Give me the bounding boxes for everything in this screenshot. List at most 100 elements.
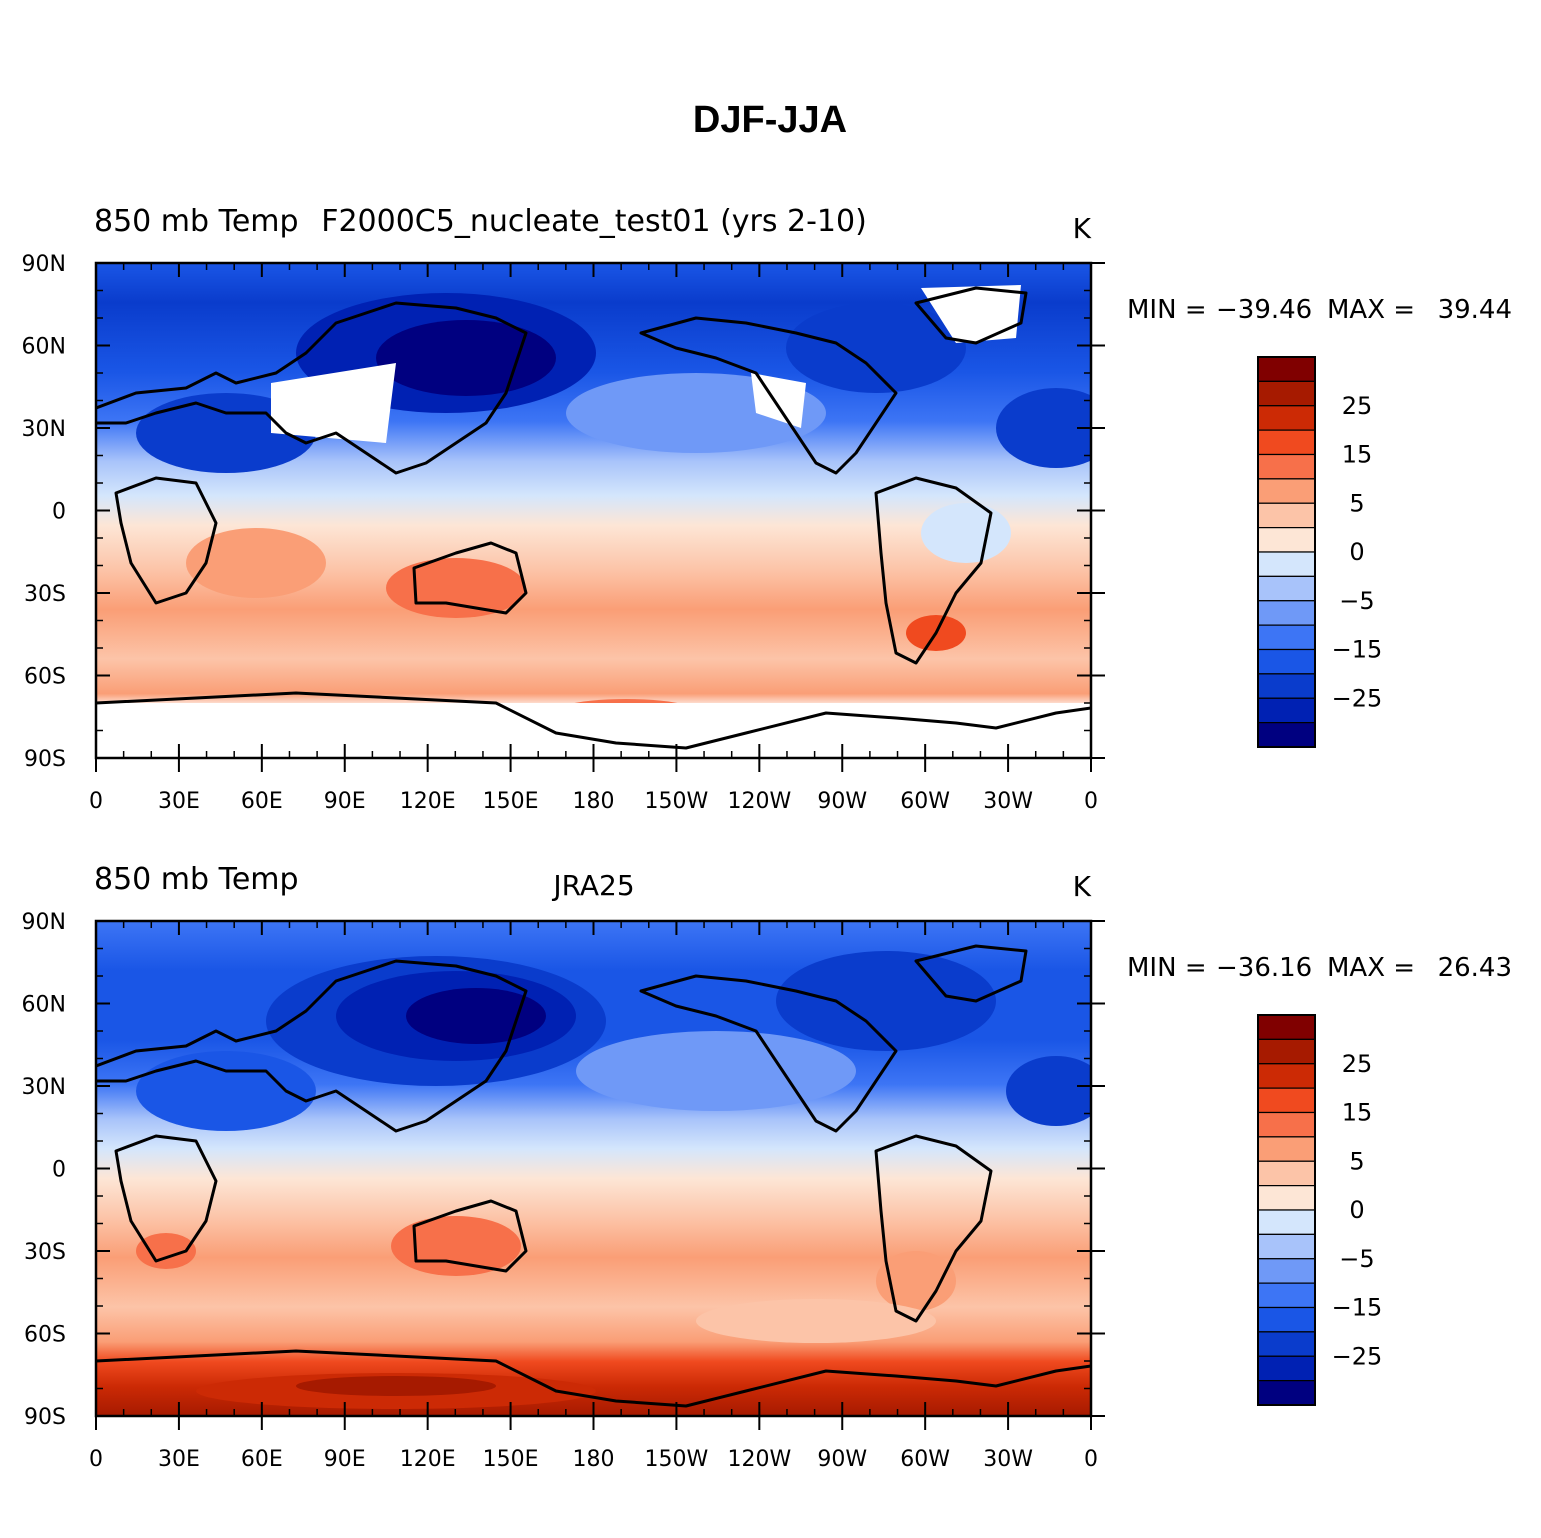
lat-tick-label: 30S <box>24 1240 66 1265</box>
lon-tick-label: 150W <box>645 789 709 814</box>
colorbar-swatch <box>1257 502 1316 529</box>
lon-tick-label: 150W <box>645 1447 709 1472</box>
lat-tick-label: 60S <box>24 665 66 690</box>
colorbar-swatch <box>1257 405 1316 431</box>
colorbar-swatch <box>1257 1014 1316 1040</box>
stats-line: MIN = −36.16 MAX = 26.43 <box>1127 953 1512 983</box>
colorbar-swatch <box>1257 673 1316 699</box>
colorbar-swatch <box>1257 1233 1316 1260</box>
panel-left-title: 850 mb Temp <box>94 204 299 239</box>
lon-tick-label: 120W <box>727 789 791 814</box>
lon-tick-label: 0 <box>89 1447 103 1472</box>
colorbar-label: −5 <box>1339 1245 1374 1273</box>
colorbar-swatch <box>1257 575 1316 602</box>
lat-tick-label: 0 <box>52 1158 66 1183</box>
lat-tick-label: 30N <box>22 1075 66 1100</box>
lon-tick-label: 30E <box>158 789 200 814</box>
lat-tick-label: 90N <box>22 252 66 277</box>
min-value: −39.46 <box>1216 295 1312 325</box>
max-label: MAX = <box>1327 953 1415 983</box>
lat-tick-label: 0 <box>52 500 66 525</box>
colorbar-frame <box>1257 356 1316 748</box>
colorbar-label: 15 <box>1342 1099 1373 1127</box>
colorbar-label: 25 <box>1342 392 1373 420</box>
lat-axis: 90N 60N 30N 0 30S 60S 90S <box>22 910 1105 1430</box>
lon-tick-label: 60E <box>241 1447 283 1472</box>
min-value: −36.16 <box>1216 953 1312 983</box>
colorbar-swatch <box>1257 551 1316 577</box>
lon-tick-label: 30E <box>158 1447 200 1472</box>
lon-tick-label: 180 <box>573 1447 615 1472</box>
min-label: MIN = <box>1127 953 1207 983</box>
max-value: 39.44 <box>1438 295 1512 325</box>
colorbar-swatch <box>1257 1136 1316 1162</box>
panel-center-title: F2000C5_nucleate_test01 (yrs 2-10) <box>321 204 867 239</box>
contour-field <box>96 921 1091 1416</box>
lon-tick-label: 150E <box>483 789 539 814</box>
colorbar-swatch <box>1257 1282 1316 1309</box>
colorbar-swatch <box>1257 600 1316 626</box>
panel-left-title: 850 mb Temp <box>94 862 299 897</box>
lon-tick-label: 90W <box>817 1447 867 1472</box>
lat-tick-label: 90S <box>24 747 66 772</box>
lon-tick-label: 0 <box>89 789 103 814</box>
colorbar-swatch <box>1257 624 1316 651</box>
colorbar-label: 0 <box>1349 1196 1364 1224</box>
colorbar-swatch <box>1257 1258 1316 1284</box>
colorbar-swatch <box>1257 697 1316 724</box>
colorbar-label: 25 <box>1342 1050 1373 1078</box>
colorbar-swatch <box>1257 1038 1316 1065</box>
max-label: MAX = <box>1327 295 1415 325</box>
colorbar-swatch <box>1257 1209 1316 1235</box>
lat-tick-label: 90N <box>22 910 66 935</box>
lat-tick-label: 30N <box>22 417 66 442</box>
lon-tick-label: 120E <box>400 789 456 814</box>
colorbar-swatch <box>1257 453 1316 480</box>
lat-axis: 90N 60N 30N 0 30S 60S 90S <box>22 252 1105 772</box>
colorbar-swatch <box>1257 648 1316 675</box>
colorbar: 25 15 5 0 −5 −15 −25 <box>1257 356 1383 748</box>
panel-units: K <box>1073 870 1092 903</box>
colorbar-swatch <box>1257 1087 1316 1114</box>
colorbar-label: −15 <box>1332 636 1383 664</box>
colorbar-swatch <box>1257 722 1316 748</box>
lon-tick-label: 60W <box>900 789 950 814</box>
colorbar-swatch <box>1257 429 1316 456</box>
lon-tick-label: 30W <box>983 1447 1033 1472</box>
lat-tick-label: 60N <box>22 335 66 360</box>
lon-tick-label: 120W <box>727 1447 791 1472</box>
colorbar-swatch <box>1257 1331 1316 1357</box>
lon-tick-label: 30W <box>983 789 1033 814</box>
colorbar-swatch <box>1257 1160 1316 1187</box>
lon-tick-label: 0 <box>1084 789 1098 814</box>
colorbar-label: −25 <box>1332 684 1383 712</box>
lon-tick-label: 180 <box>573 789 615 814</box>
lon-axis: 0 30E 60E 90E 120E 150E 180 150W 120W 90W 60W 30W 0 <box>89 263 1098 814</box>
colorbar-swatch <box>1257 356 1316 382</box>
lon-tick-label: 90W <box>817 789 867 814</box>
colorbar-swatch <box>1257 1380 1316 1406</box>
panel-model: 850 mb Temp F2000C5_nucleate_test01 (yrs… <box>22 204 1512 814</box>
lon-tick-label: 90E <box>324 1447 366 1472</box>
lat-tick-label: 60S <box>24 1323 66 1348</box>
colorbar-label: 5 <box>1349 489 1364 517</box>
lon-tick-label: 60W <box>900 1447 950 1472</box>
colorbar-label: 15 <box>1342 441 1373 469</box>
lon-tick-label: 150E <box>483 1447 539 1472</box>
colorbar-label: −5 <box>1339 587 1374 615</box>
colorbar-swatch <box>1257 1185 1316 1211</box>
colorbar-swatch <box>1257 1355 1316 1382</box>
stats-line: MIN = −39.46 MAX = 39.44 <box>1127 295 1512 325</box>
lon-tick-label: 90E <box>324 789 366 814</box>
colorbar-swatch <box>1257 478 1316 504</box>
colorbar-frame <box>1257 1014 1316 1406</box>
colorbar-label: 0 <box>1349 538 1364 566</box>
colorbar-swatch <box>1257 1306 1316 1333</box>
lon-tick-label: 120E <box>400 1447 456 1472</box>
colorbar-swatch <box>1257 380 1316 407</box>
lon-axis: 0 30E 60E 90E 120E 150E 180 150W 120W 90W 60W 30W 0 <box>89 921 1098 1472</box>
panel-reference: 850 mb Temp JRA25 K <box>22 862 1512 1472</box>
colorbar-label: −25 <box>1332 1342 1383 1370</box>
colorbar-label: −15 <box>1332 1294 1383 1322</box>
contour-field <box>96 263 1091 758</box>
